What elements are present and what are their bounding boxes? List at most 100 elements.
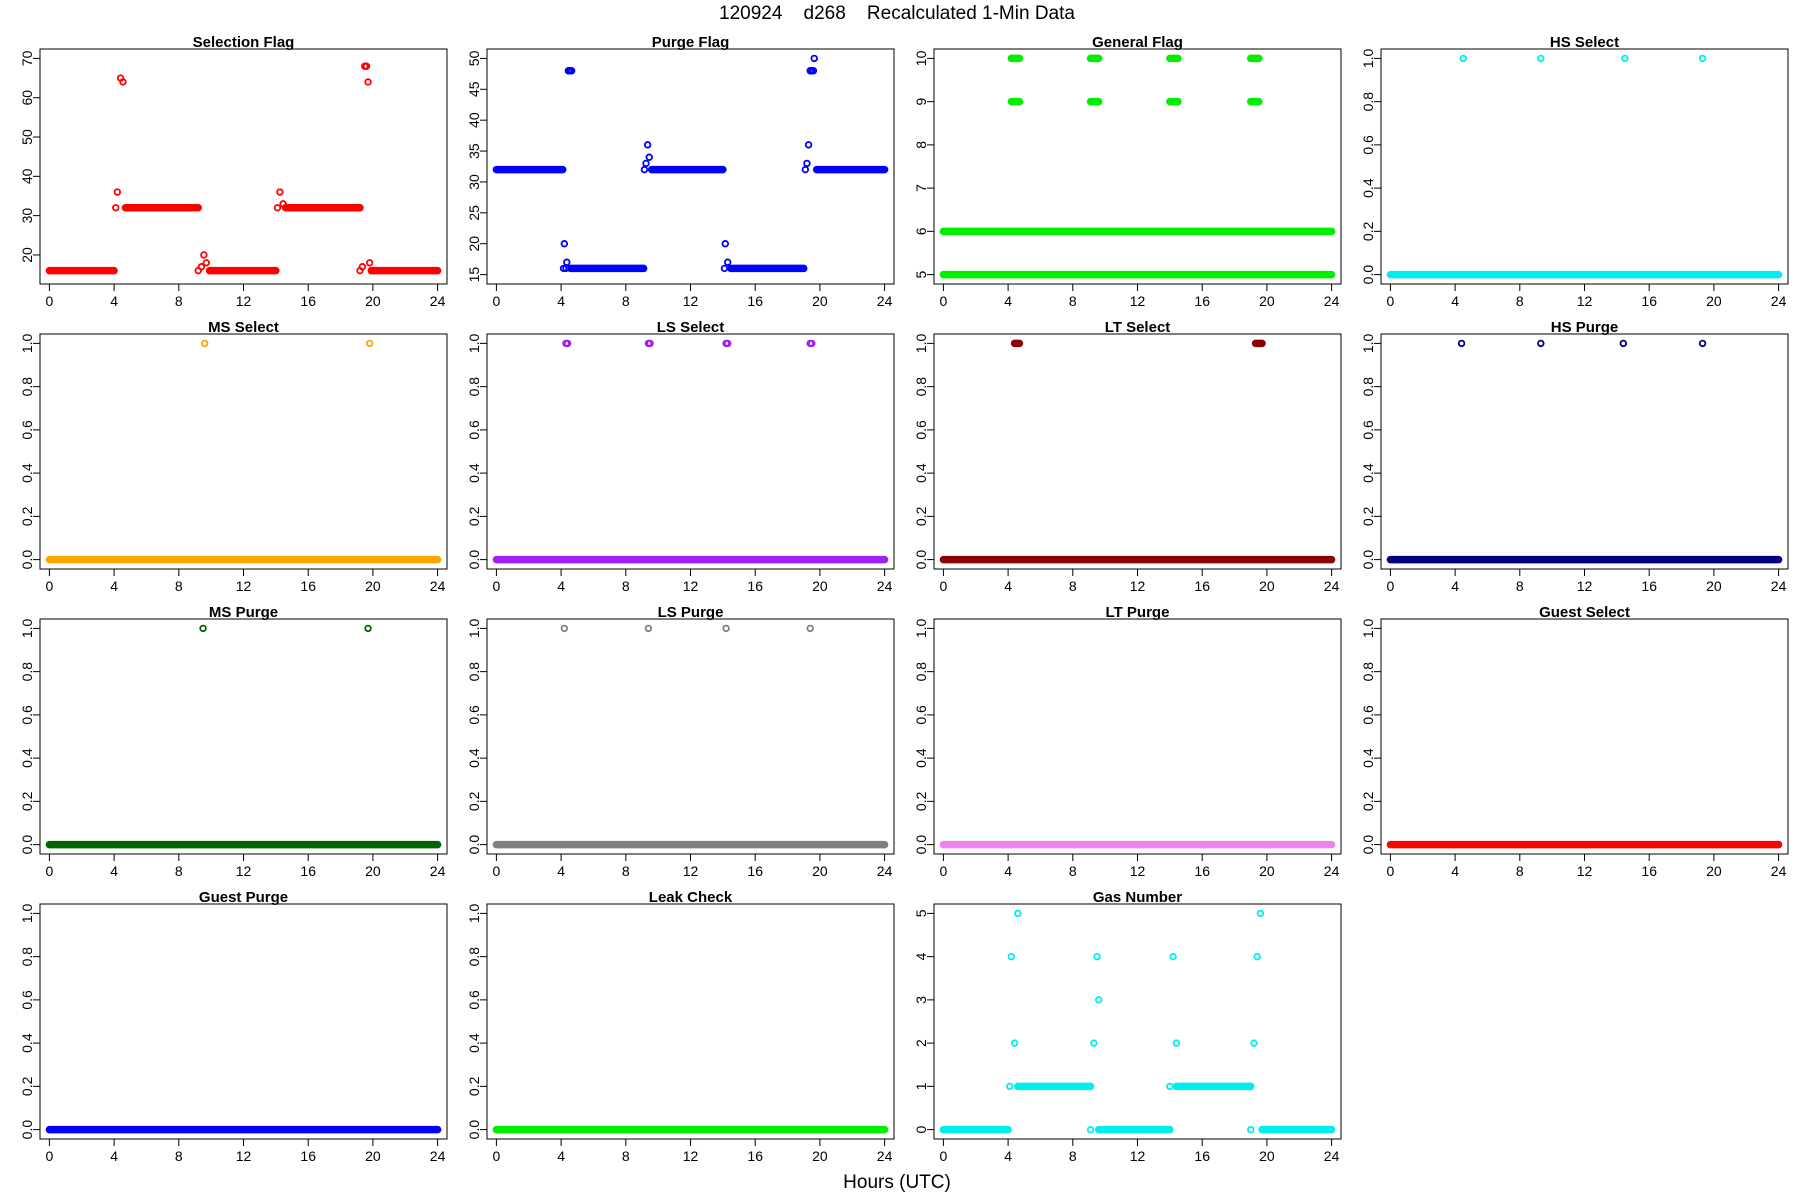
x-tick-label: 20 xyxy=(365,578,381,594)
y-tick-label: 1 xyxy=(913,1082,929,1090)
data-point xyxy=(804,141,813,149)
data-point xyxy=(563,339,572,348)
y-tick-label: 1.0 xyxy=(466,618,482,638)
x-tick-label: 0 xyxy=(1387,578,1395,594)
x-tick-label: 12 xyxy=(683,293,699,309)
y-tick-label: 1.0 xyxy=(913,333,929,353)
y-tick-label: 0.4 xyxy=(913,463,929,483)
x-tick-label: 0 xyxy=(940,293,948,309)
plot-frame xyxy=(1380,618,1789,855)
x-tick-label: 24 xyxy=(1771,578,1787,594)
x-tick-label: 20 xyxy=(812,293,828,309)
y-tick-label: 0.4 xyxy=(1360,178,1376,198)
data-point xyxy=(560,240,569,248)
plot-frame xyxy=(39,48,448,285)
x-tick-label: 24 xyxy=(877,578,893,594)
y-tick-label: 0.0 xyxy=(1360,835,1376,855)
x-tick-label: 20 xyxy=(1259,578,1275,594)
y-tick-label: 0.6 xyxy=(1360,705,1376,725)
y-tick-label: 0.2 xyxy=(19,1076,35,1096)
x-tick-label: 0 xyxy=(46,578,54,594)
panel-title: LT Purge xyxy=(1106,604,1170,621)
x-tick-label: 8 xyxy=(622,863,630,879)
y-tick-label: 6 xyxy=(913,227,929,235)
data-point xyxy=(276,188,284,196)
y-tick-label: 0 xyxy=(913,1125,929,1133)
data-point xyxy=(642,159,650,168)
data-point xyxy=(112,204,120,212)
y-tick-label: 1.0 xyxy=(913,618,929,638)
data-point xyxy=(1086,1125,1095,1134)
x-tick-label: 0 xyxy=(940,863,948,879)
x-tick-label: 8 xyxy=(175,578,183,594)
panel-title: MS Purge xyxy=(209,604,278,621)
panel-5: MS Select 0 4 8 12 16 20 24 0.0 0.2 0.4 0.6 0.8 1.0 xyxy=(19,319,448,594)
x-tick-label: 0 xyxy=(940,1148,948,1164)
data-point xyxy=(801,165,810,174)
x-tick-label: 0 xyxy=(46,863,54,879)
x-tick-label: 24 xyxy=(1324,578,1340,594)
data-point xyxy=(197,263,206,271)
x-tick-label: 12 xyxy=(1577,293,1593,309)
x-tick-label: 4 xyxy=(1004,863,1012,879)
data-point xyxy=(720,264,729,273)
panel-3: General Flag 0 4 8 12 16 20 24 5 6 7 8 9 10 xyxy=(913,34,1342,309)
y-tick-label: 4 xyxy=(913,953,929,961)
x-tick-label: 12 xyxy=(1577,863,1593,879)
figure-xlabel: Hours (UTC) xyxy=(843,1172,951,1193)
data-point xyxy=(646,339,654,348)
plot-frame xyxy=(486,333,895,570)
data-point xyxy=(644,624,653,633)
x-tick-label: 4 xyxy=(557,293,565,309)
plot-frame xyxy=(1380,333,1789,570)
x-tick-label: 12 xyxy=(683,863,699,879)
data-point xyxy=(1253,952,1261,961)
x-tick-label: 16 xyxy=(1194,863,1210,879)
data-point xyxy=(200,251,208,259)
data-point xyxy=(1698,54,1707,63)
y-tick-label: 3 xyxy=(913,996,929,1004)
data-point xyxy=(563,258,571,266)
x-tick-label: 0 xyxy=(1387,863,1395,879)
x-tick-label: 20 xyxy=(1706,863,1722,879)
x-tick-label: 8 xyxy=(1069,1148,1077,1164)
x-tick-label: 16 xyxy=(747,863,763,879)
panel-title: Selection Flag xyxy=(193,34,295,51)
x-tick-label: 20 xyxy=(1706,578,1722,594)
y-tick-label: 50 xyxy=(466,50,482,66)
y-tick-label: 0.6 xyxy=(466,705,482,725)
x-tick-label: 12 xyxy=(683,1148,699,1164)
panel-title: LS Purge xyxy=(658,604,724,621)
plot-frame xyxy=(39,333,448,570)
plot-frame xyxy=(933,48,1342,285)
data-point xyxy=(810,54,818,63)
x-tick-label: 24 xyxy=(430,1148,446,1164)
x-tick-label: 20 xyxy=(812,1148,828,1164)
data-point xyxy=(803,159,811,168)
data-point xyxy=(1166,1082,1174,1091)
x-tick-label: 20 xyxy=(365,293,381,309)
x-tick-label: 20 xyxy=(365,863,381,879)
y-tick-label: 0.6 xyxy=(1360,135,1376,155)
data-point xyxy=(1621,54,1629,63)
data-point xyxy=(645,153,653,161)
data-point xyxy=(1459,54,1467,63)
panel-8: HS Purge 0 4 8 12 16 20 24 0.0 0.2 0.4 0.6 0.8 1.0 xyxy=(1360,319,1789,594)
y-tick-label: 0.2 xyxy=(913,791,929,811)
panel-7: LT Select 0 4 8 12 16 20 24 0.0 0.2 0.4 0.6 0.8 1.0 xyxy=(913,319,1342,594)
plot-frame xyxy=(486,618,895,855)
panel-6: LS Select 0 4 8 12 16 20 24 0.0 0.2 0.4 0.6 0.8 1.0 xyxy=(466,319,895,594)
x-tick-label: 12 xyxy=(236,863,252,879)
data-point xyxy=(1006,1082,1014,1091)
x-tick-label: 16 xyxy=(300,578,316,594)
x-tick-label: 12 xyxy=(1130,1148,1146,1164)
x-tick-label: 20 xyxy=(1259,863,1275,879)
data-point xyxy=(1457,339,1466,348)
x-tick-label: 4 xyxy=(557,578,565,594)
panel-2: Purge Flag 0 4 8 12 16 20 24 15 20 25 30 35 40 45 50 xyxy=(466,34,895,309)
x-tick-label: 16 xyxy=(300,293,316,309)
y-tick-label: 0.2 xyxy=(466,506,482,526)
x-tick-label: 16 xyxy=(1194,578,1210,594)
y-tick-label: 30 xyxy=(19,208,35,224)
